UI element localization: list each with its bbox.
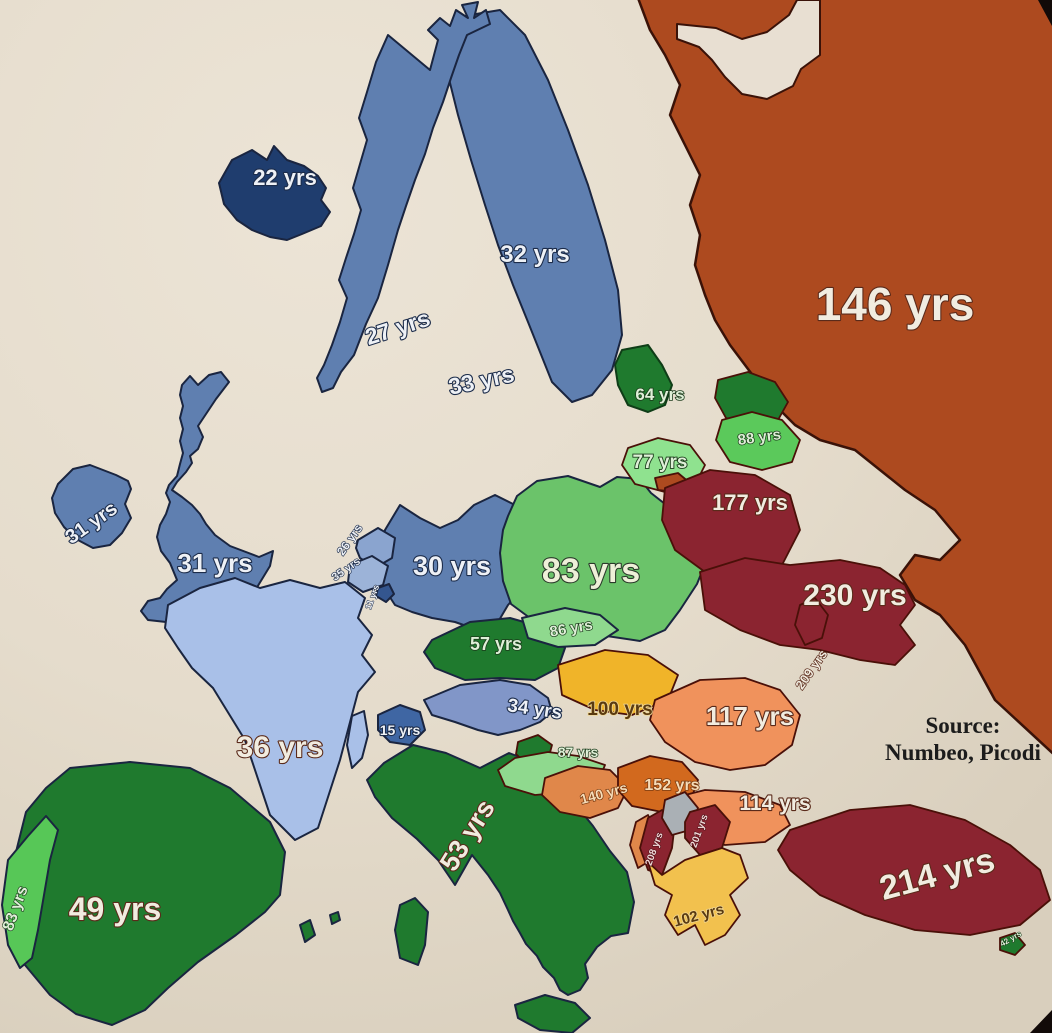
svg-text:152 yrs: 152 yrs [644,777,699,794]
svg-text:87 yrs: 87 yrs [558,744,599,760]
svg-text:15 yrs: 15 yrs [380,722,421,738]
svg-text:22 yrs: 22 yrs [253,165,317,190]
svg-text:77 yrs: 77 yrs [633,452,688,473]
svg-text:31 yrs: 31 yrs [177,548,252,578]
svg-text:32 yrs: 32 yrs [500,241,569,268]
svg-text:Numbeo, Picodi: Numbeo, Picodi [885,740,1042,765]
svg-text:36 yrs: 36 yrs [237,731,324,764]
svg-text:49 yrs: 49 yrs [69,891,162,927]
svg-text:146 yrs: 146 yrs [816,278,975,330]
svg-text:57 yrs: 57 yrs [470,634,522,654]
svg-text:114 yrs: 114 yrs [739,792,810,815]
svg-text:100 yrs: 100 yrs [587,699,653,720]
svg-text:230 yrs: 230 yrs [803,579,906,612]
svg-text:117 yrs: 117 yrs [706,701,794,731]
svg-text:Source:: Source: [926,713,1001,738]
svg-text:177 yrs: 177 yrs [712,490,788,515]
svg-text:83 yrs: 83 yrs [542,552,640,590]
svg-text:30 yrs: 30 yrs [413,551,491,581]
svg-text:64 yrs: 64 yrs [635,385,684,404]
